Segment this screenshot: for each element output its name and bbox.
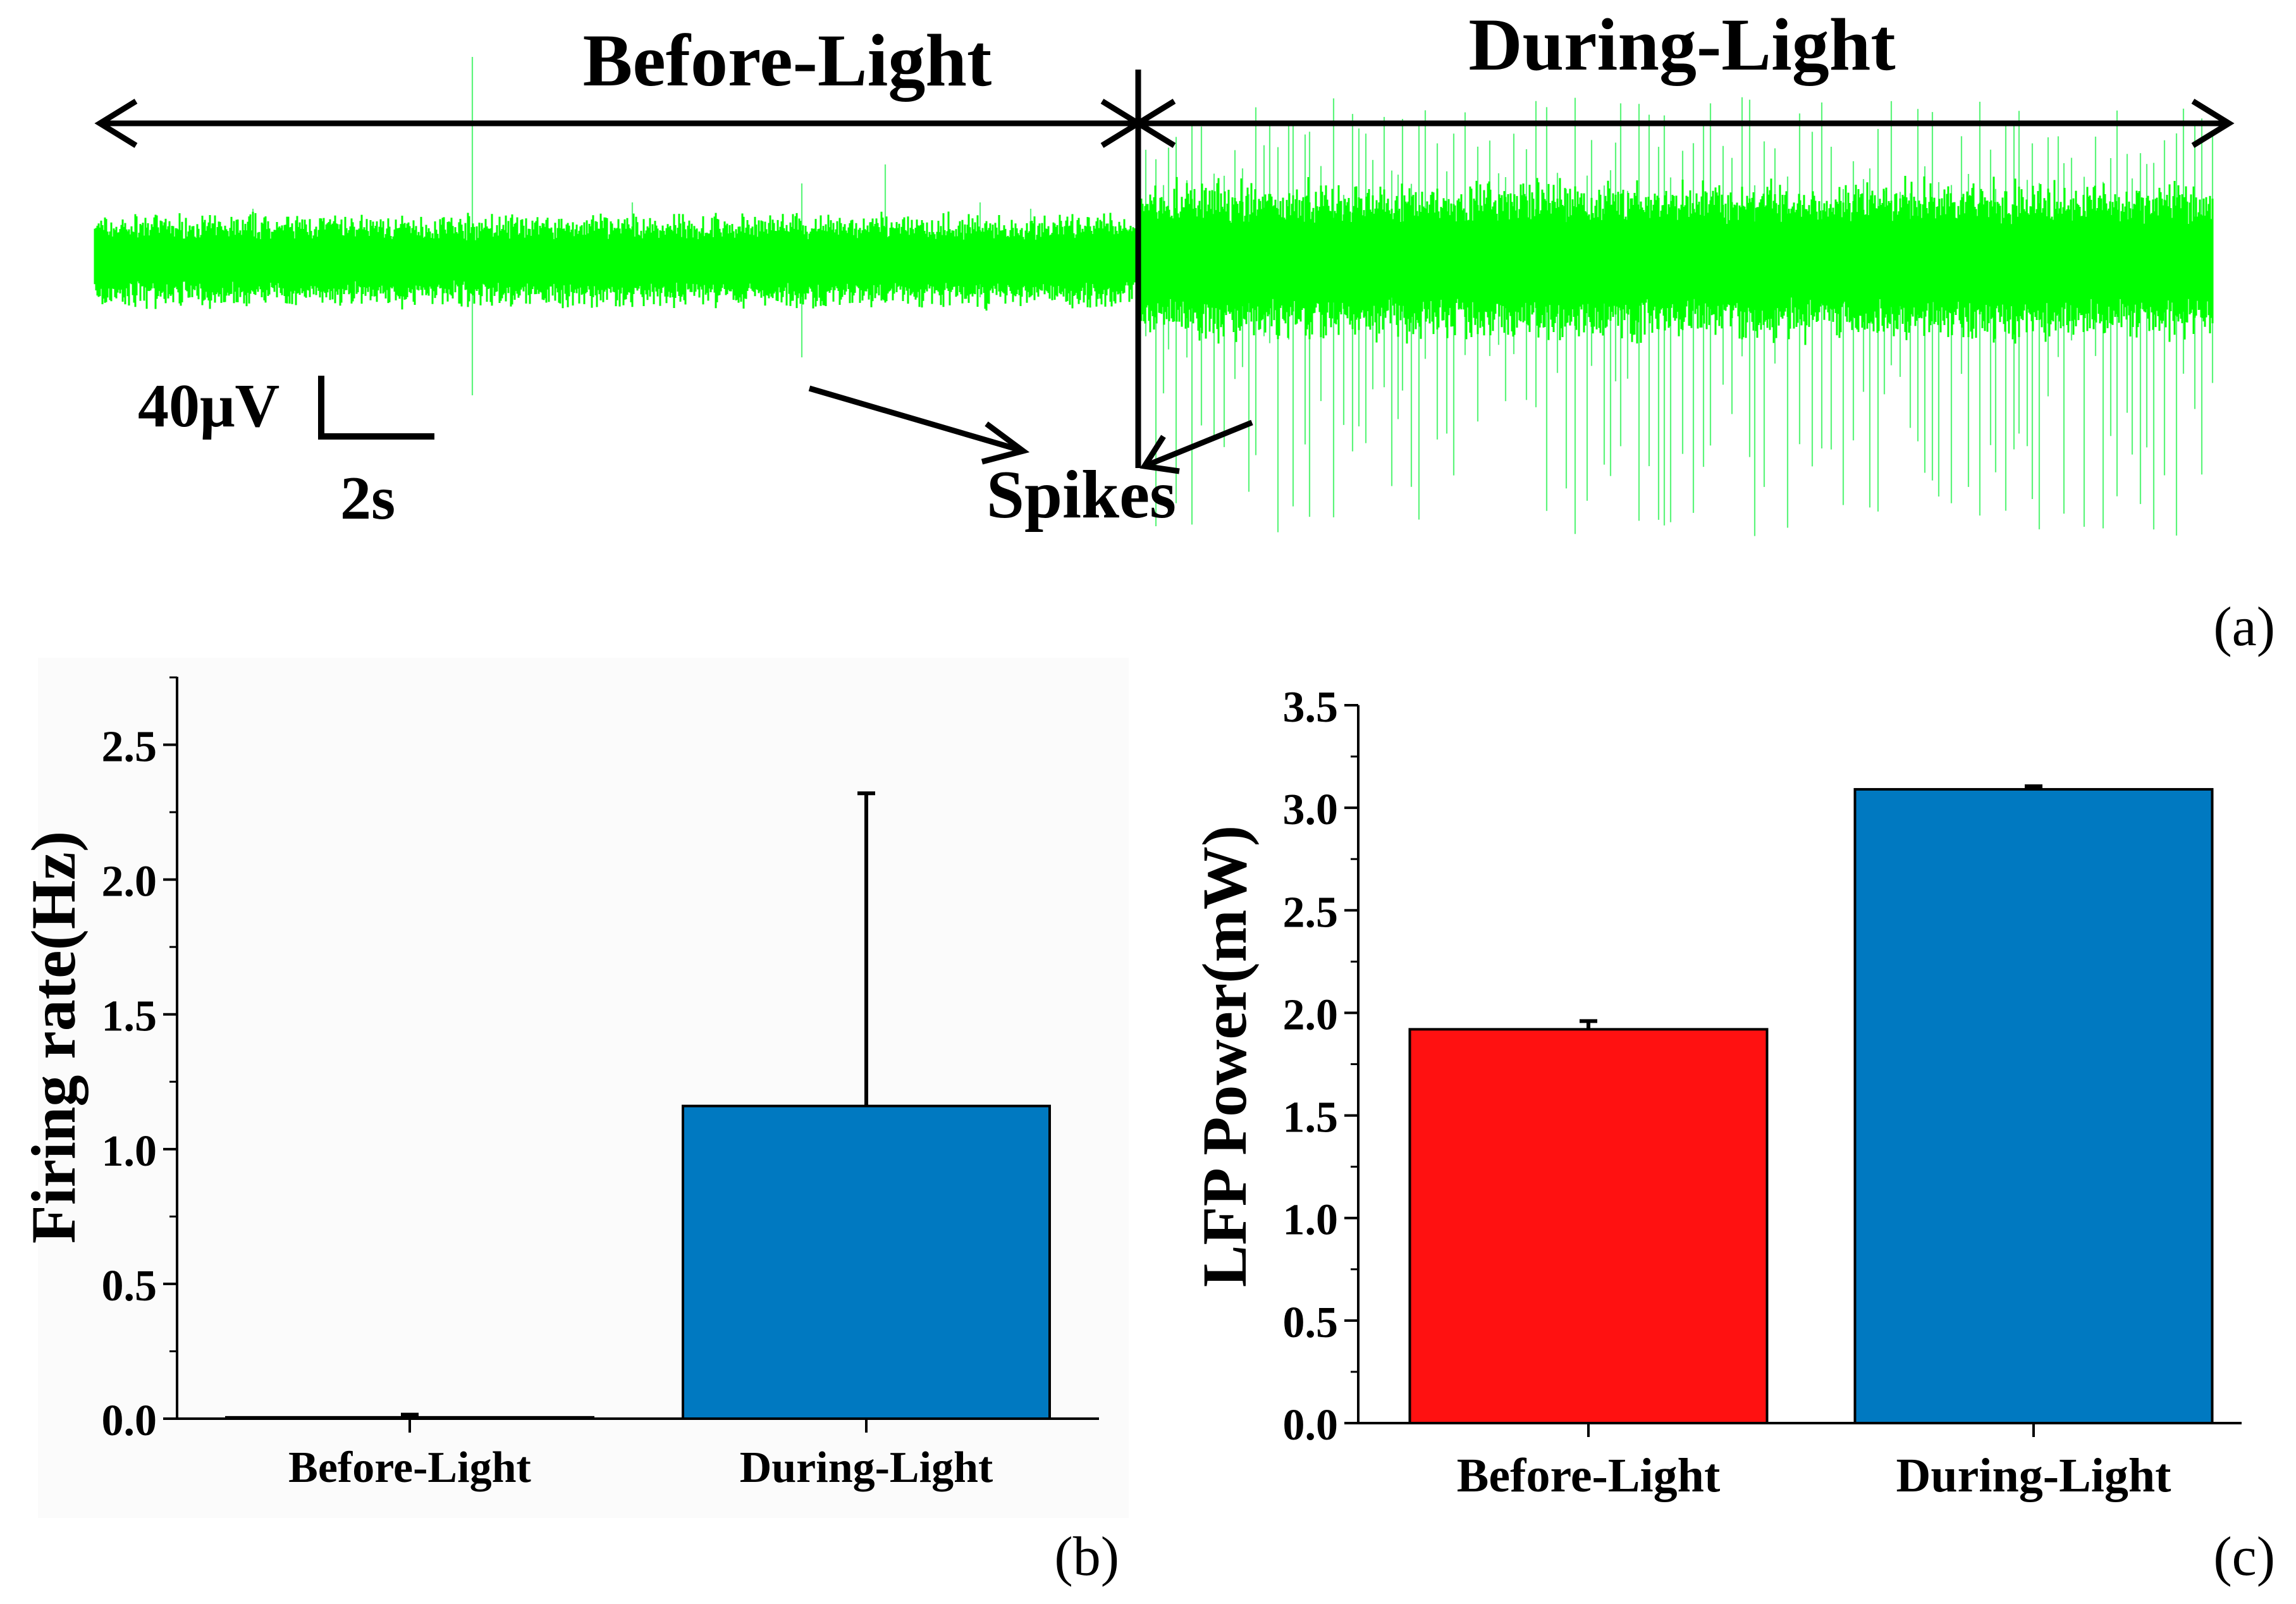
y-tick-label: 2.0 (102, 858, 157, 906)
panel-label-a: (a) (2213, 596, 2275, 658)
x-tick-label: Before-Light (288, 1443, 531, 1492)
trace-panel: Before-Light During-Light Spikes 40μV 2s… (94, 3, 2275, 658)
spikes-label: Spikes (986, 457, 1176, 533)
y-tick-label: 2.0 (1283, 990, 1339, 1039)
lfp-power-chart: Before-Light During-Light 0.0 0.5 1.0 1.5 2.0 2… (1189, 683, 2275, 1588)
y-tick-label: 2.5 (102, 723, 157, 772)
y-tick-label: 2.5 (1283, 888, 1339, 937)
during-light-label: During-Light (1468, 3, 1895, 86)
x-tick-label: During-Light (740, 1443, 993, 1492)
y-tick-label: 1.5 (1283, 1094, 1339, 1142)
trace-before-segment (94, 211, 1136, 311)
before-light-label: Before-Light (583, 19, 992, 102)
x-tick-label: Before-Light (1457, 1449, 1721, 1502)
y-tick-label: 3.0 (1283, 786, 1339, 834)
y-tick-label: 0.0 (1283, 1401, 1339, 1450)
firing-rate-chart: Before-Light During-Light 0.0 0.5 1.0 1.5 2.0 2… (18, 658, 1129, 1588)
trace-noise (94, 175, 2214, 345)
spikes-pointer-arrows (808, 385, 1253, 474)
scale-voltage-label: 40μV (138, 372, 279, 440)
chart-b-ylabel: Firing rate(Hz) (18, 831, 89, 1244)
y-tick-label: 3.5 (1283, 683, 1339, 732)
bar-during-light (1853, 787, 2214, 1424)
scale-time-label: 2s (340, 464, 395, 533)
y-tick-label: 0.5 (102, 1262, 157, 1311)
bar-during-light (682, 1104, 1051, 1421)
trace-during-segment (1140, 175, 2214, 345)
before-light-arrow (94, 99, 1144, 148)
y-tick-label: 0.5 (1283, 1299, 1339, 1347)
scale-bar (318, 376, 434, 440)
during-light-arrow (1133, 99, 2235, 148)
y-tick-label: 1.0 (102, 1127, 157, 1176)
x-tick-label: During-Light (1896, 1449, 2171, 1502)
panel-label-c: (c) (2213, 1526, 2275, 1588)
y-tick-label: 1.0 (1283, 1196, 1339, 1245)
panel-label-b: (b) (1054, 1526, 1119, 1588)
chart-c-ylabel: LFP Power(mW) (1189, 825, 1260, 1287)
y-tick-label: 1.5 (102, 992, 157, 1041)
y-tick-label: 0.0 (102, 1397, 157, 1445)
bar-before-light (1408, 1028, 1769, 1425)
